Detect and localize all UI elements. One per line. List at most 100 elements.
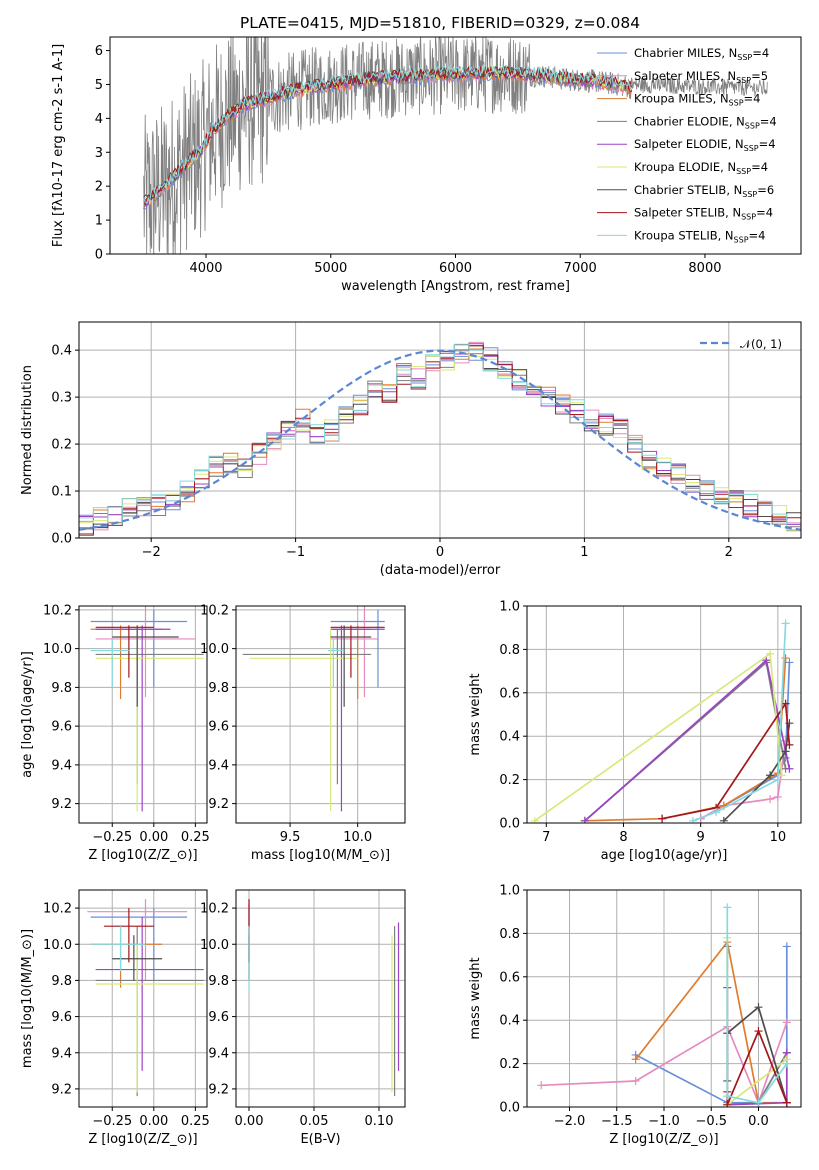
y-tick-label: 3 [95,146,103,161]
weight-marker [782,1098,791,1107]
y-tick-label: 4 [95,112,103,127]
plot-layer: 4000 5000 6000 7000 8000 0 1 2 3 4 5 6 wavelength [A… [20,36,802,1147]
weight-marker [712,808,721,817]
weight-marker [530,816,539,823]
y-tick-label: 5 [95,78,103,93]
weight-marker [782,942,791,951]
y-tick-label: 9.6 [208,1010,229,1025]
weight-marker [580,816,589,823]
weight-line [700,662,791,820]
y-tick-label: 10.2 [200,603,229,618]
y-tick-label: 9.2 [208,797,229,812]
y-axis-label: mass weight [468,673,483,755]
weight-marker [658,814,667,823]
y-tick-label: 6 [95,44,103,59]
weight-marker [762,656,771,665]
gaussian-curve [79,349,801,531]
weight-marker [766,649,775,658]
weight-line [584,658,787,822]
x-tick-label: 10.0 [343,830,372,845]
y-tick-label: 0.0 [499,817,520,832]
y-tick-label: 0.4 [499,730,520,745]
y-tick-label: 0.2 [499,1057,520,1072]
x-tick-label: 0.00 [139,830,168,845]
y-tick-label: 9.4 [51,1046,72,1061]
y-tick-label: 0.4 [51,344,72,359]
legend-label: Chabrier STELIB, NSSP=6 [634,183,774,199]
y-tick-label: 9.8 [208,974,229,989]
weight-marker [631,1055,640,1064]
legend-label: Salpeter STELIB, NSSP=4 [634,206,773,222]
legend-label: Salpeter ELODIE, NSSP=4 [634,137,776,153]
x-tick-label: 0.25 [181,830,210,845]
x-tick-label: 6000 [439,261,472,276]
x-tick-label: 7000 [564,261,597,276]
panel-mass-vs-ebv: 0.00 0.05 0.10 9.2 9.4 9.6 9.8 10.0 10.2 E(B-V) [200,889,406,1147]
legend-label: Kroupa STELIB, NSSP=4 [634,228,765,244]
y-axis-label: mass [log10(M/M_⊙)] [20,929,35,1068]
y-tick-label: 9.6 [208,720,229,735]
y-tick-label: 1.0 [499,884,520,899]
y-axis-label: Normed distribution [20,365,35,495]
x-tick-label: −1.5 [601,1114,633,1129]
y-tick-label: 0.1 [51,485,72,500]
y-axis-label: age [log10(age/yr)] [20,651,35,778]
y-tick-label: 0.0 [51,532,72,547]
weight-marker [781,747,790,756]
weight-marker [773,775,782,784]
x-tick-label: 0.25 [181,1114,210,1129]
y-tick-label: 2 [95,180,103,195]
weight-line [726,1005,788,1103]
legend-label: 𝒩(0, 1) [740,337,782,351]
weight-marker [754,1003,763,1012]
figure-title: PLATE=0415, MJD=51810, FIBERID=0329, z=0… [240,14,640,32]
axes-frame [78,889,208,1108]
y-tick-label: 0.6 [499,686,520,701]
legend-label: Kroupa MILES, NSSP=4 [634,92,760,108]
panel-massweight-vs-Z: −2.0 −1.5 −1.0 −0.5 0.0 0.0 0.2 0.4 0.6 0.8 1.0 Z [… [468,884,802,1147]
y-tick-label: 1.0 [499,600,520,615]
weight-marker [782,1059,791,1068]
weight-marker [754,1027,763,1036]
y-tick-label: 9.6 [51,1010,72,1025]
x-tick-label: 0.0 [748,1114,769,1129]
y-tick-label: 0.2 [499,773,520,788]
y-axis-label: Flux [fλ10-17 erg cm-2 s-1 A-1] [51,44,66,247]
x-tick-label: 4000 [189,261,222,276]
y-tick-label: 10.2 [43,902,72,917]
y-tick-label: 0 [95,248,103,263]
y-tick-label: 9.8 [208,681,229,696]
x-axis-label: Z [log10(Z/Z_⊙)] [88,848,197,863]
histogram-step [79,344,801,536]
weight-marker [766,771,775,780]
panel-mass-vs-Z: −0.25 0.00 0.25 9.2 9.4 9.6 9.8 10.0 10.2 Z [log1… [20,889,210,1147]
weight-marker [723,1092,732,1101]
x-tick-label: 9 [697,830,705,845]
x-axis-label: age [log10(age/yr)] [601,848,728,863]
panel-residuals: −2 −1 0 1 2 0.0 0.1 0.2 0.3 0.4 (data-model)/error… [20,321,802,578]
x-axis-label: wavelength [Angstrom, rest frame] [341,279,570,294]
x-tick-label: 0.10 [365,1114,394,1129]
plot-area-massweight-vs-age [527,606,801,823]
plot-area-mass-vs-ebv [236,890,405,1107]
weight-marker [781,654,790,663]
y-tick-label: 9.8 [51,681,72,696]
y-tick-label: 10.0 [43,938,72,953]
x-axis-label: (data-model)/error [380,563,501,578]
axes-frame [78,605,208,824]
plot-area-mass-vs-Z [79,890,207,1107]
histogram-step [79,343,801,531]
weight-marker [773,792,782,801]
y-tick-label: 0.6 [499,970,520,985]
weight-marker [631,1076,640,1085]
x-axis-label: mass [log10(M/M_⊙)] [251,848,390,863]
y-tick-label: 0.3 [51,391,72,406]
x-tick-label: 7 [542,830,550,845]
panel-age-vs-mass: 9.5 10.0 9.2 9.4 9.6 9.8 10.0 10.2 mass [log10(M… [200,603,406,863]
weight-marker [781,619,790,628]
x-tick-label: 10 [770,830,787,845]
y-tick-label: 9.2 [51,1082,72,1097]
y-axis-label: mass weight [468,957,483,1039]
plot-area-massweight-vs-Z [527,890,801,1107]
